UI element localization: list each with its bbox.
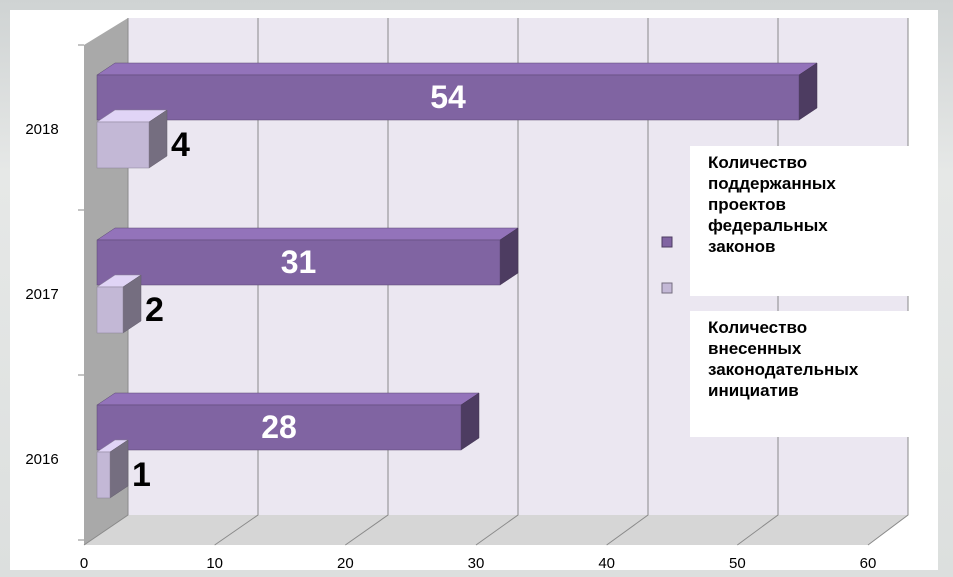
value-label: 4 [171, 126, 190, 164]
value-label: 28 [261, 409, 297, 445]
x-tick-label: 10 [206, 555, 223, 572]
bar-top [97, 228, 518, 240]
floor [84, 515, 908, 545]
bar [97, 287, 123, 333]
value-label: 31 [281, 244, 317, 280]
legend-label: Количество поддержанных проектов федерал… [690, 146, 912, 296]
bar [97, 122, 149, 168]
bar-top [97, 393, 479, 405]
x-tick-label: 20 [337, 555, 354, 572]
x-tick-label: 0 [80, 555, 88, 572]
page: 0 10 20 30 40 50 60 2016 28 1 2017 31 2 2018 54 4 Колич… [0, 0, 953, 577]
legend-marker [662, 237, 672, 247]
bar-top [97, 63, 817, 75]
legend-label: Количество внесенных законодательных ини… [690, 311, 912, 437]
bar [97, 452, 110, 498]
value-label: 2 [145, 291, 164, 329]
value-label: 1 [132, 456, 151, 494]
x-tick-label: 30 [468, 555, 485, 572]
x-tick-label: 40 [598, 555, 615, 572]
x-tick-label: 60 [860, 555, 877, 572]
y-tick-label: 2018 [25, 121, 58, 138]
x-tick-label: 50 [729, 555, 746, 572]
value-label: 54 [430, 79, 466, 115]
y-tick-label: 2017 [25, 286, 58, 303]
legend-marker [662, 283, 672, 293]
y-tick-label: 2016 [25, 451, 58, 468]
